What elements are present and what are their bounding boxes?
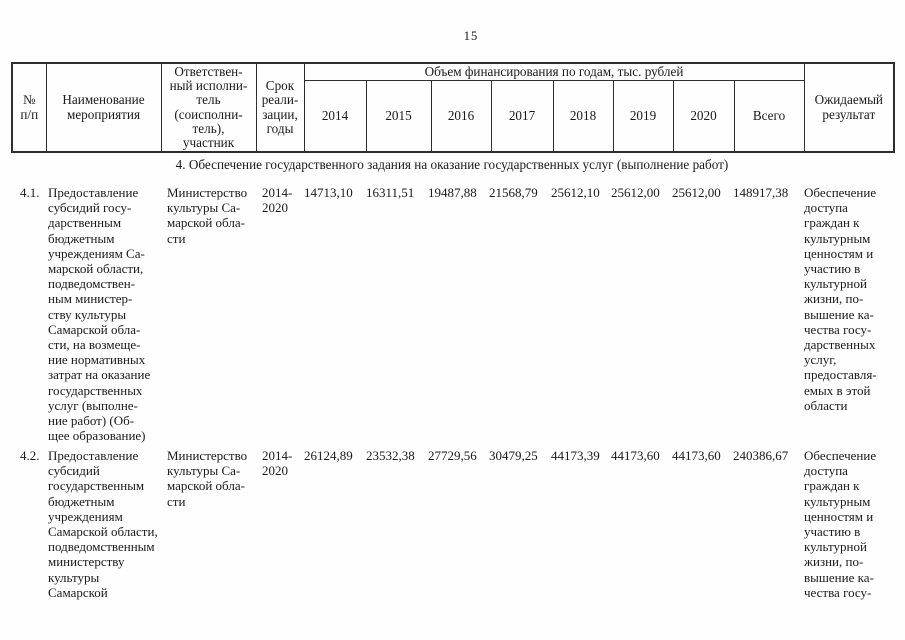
value-2016: 19487,88 — [428, 185, 477, 200]
measure-name: Предоставление субсидий государственным … — [48, 448, 158, 600]
value-2020: 44173,60 — [672, 448, 721, 463]
term: 2014- 2020 — [262, 448, 293, 479]
header-cell-executor: Ответствен- ный исполни- тель (соисполни… — [160, 62, 257, 153]
header-cell-year-2016: 2016 — [430, 80, 492, 153]
value-2017: 30479,25 — [489, 448, 538, 463]
value-total: 240386,67 — [733, 448, 789, 463]
value-2016: 27729,56 — [428, 448, 477, 463]
expected-result: Обеспечение доступа граждан к культурным… — [804, 185, 877, 413]
header-cell-result: Ожидаемый результат — [803, 62, 895, 153]
value-total: 148917,38 — [733, 185, 789, 200]
header-cell-year-2017: 2017 — [490, 80, 554, 153]
header-cell-year-2018: 2018 — [552, 80, 614, 153]
table-row-4-2: 4.2. Предоставление субсидий государстве… — [0, 448, 905, 638]
value-2014: 26124,89 — [304, 448, 353, 463]
header-cell-term: Срок реали- зации, годы — [255, 62, 305, 153]
value-2019: 25612,00 — [611, 185, 660, 200]
value-2015: 23532,38 — [366, 448, 415, 463]
value-2019: 44173,60 — [611, 448, 660, 463]
header-cell-num: № п/п — [11, 62, 47, 153]
header-cell-financing: Объем финансирования по годам, тыс. рубл… — [303, 62, 805, 81]
value-2020: 25612,00 — [672, 185, 721, 200]
row-number: 4.2. — [20, 448, 40, 463]
header-cell-year-2019: 2019 — [612, 80, 674, 153]
header-cell-year-2015: 2015 — [365, 80, 432, 153]
value-2017: 21568,79 — [489, 185, 538, 200]
value-2014: 14713,10 — [304, 185, 353, 200]
page-number: 15 — [463, 29, 479, 43]
expected-result: Обеспечение доступа граждан к культурным… — [804, 448, 877, 600]
header-cell-year-2014: 2014 — [303, 80, 367, 153]
header-cell-total: Всего — [733, 80, 805, 153]
financing-table-header: № п/п Наименование мероприятия Ответстве… — [11, 62, 896, 153]
header-cell-name: Наименование мероприятия — [45, 62, 162, 153]
section-title: 4. Обеспечение государственного задания … — [175, 157, 729, 172]
table-row-4-1: 4.1. Предоставление субсидий госу- дарст… — [0, 185, 905, 445]
executor: Министерство культуры Са- марской обла- … — [167, 448, 248, 509]
executor: Министерство культуры Са- марской обла- … — [167, 185, 248, 246]
value-2018: 25612,10 — [551, 185, 600, 200]
row-number: 4.1. — [20, 185, 40, 200]
value-2018: 44173,39 — [551, 448, 600, 463]
header-cell-year-2020: 2020 — [672, 80, 735, 153]
term: 2014- 2020 — [262, 185, 293, 216]
measure-name: Предоставление субсидий госу- дарственны… — [48, 185, 151, 444]
value-2015: 16311,51 — [366, 185, 415, 200]
